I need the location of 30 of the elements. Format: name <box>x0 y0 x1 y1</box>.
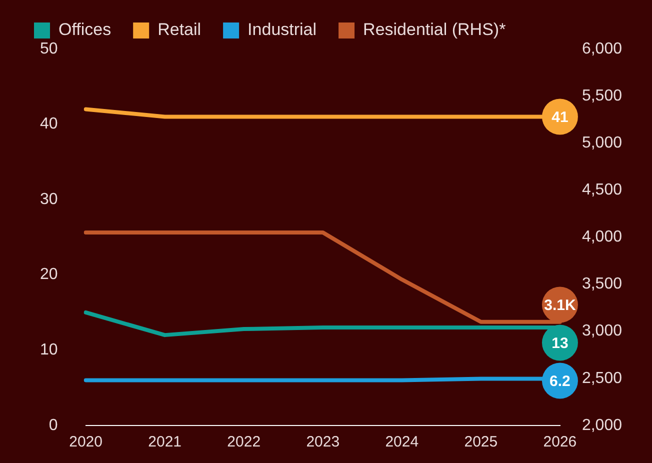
x-tick-label: 2021 <box>148 434 182 451</box>
data-label: 3.1K <box>544 296 576 314</box>
y2-tick-label: 2,000 <box>582 416 622 434</box>
y-tick-label: 40 <box>40 116 58 133</box>
x-tick-label: 2023 <box>306 434 340 451</box>
legend-label: Offices <box>58 20 112 40</box>
y2-tick-label: 5,500 <box>582 87 622 104</box>
x-tick-label: 2022 <box>227 434 261 451</box>
y2-tick-label: 4,000 <box>582 228 622 246</box>
data-label: 41 <box>552 108 568 126</box>
y2-tick-label: 5,000 <box>582 134 622 152</box>
data-label: 6.2 <box>550 372 570 390</box>
y2-tick-label: 3,000 <box>582 322 622 340</box>
y-tick-label: 50 <box>40 40 58 58</box>
y-tick-label: 20 <box>40 266 58 284</box>
y-tick-label: 10 <box>40 342 58 359</box>
x-tick-label: 2024 <box>385 434 419 451</box>
y2-tick-label: 3,500 <box>582 276 622 293</box>
data-label: 13 <box>552 334 568 352</box>
legend-label: Residential (RHS)* <box>363 20 506 40</box>
x-tick-label: 2025 <box>464 434 498 451</box>
y2-tick-label: 2,500 <box>582 370 622 387</box>
x-tick-label: 2020 <box>69 434 102 451</box>
y2-tick-label: 4,500 <box>582 182 622 199</box>
y-tick-label: 30 <box>40 190 58 208</box>
y-tick-label: 0 <box>48 416 58 434</box>
x-tick-label: 2026 <box>543 434 577 451</box>
legend-label: Industrial <box>248 20 317 40</box>
legend-label: Retail <box>158 20 202 40</box>
y2-tick-label: 6,000 <box>582 40 622 58</box>
